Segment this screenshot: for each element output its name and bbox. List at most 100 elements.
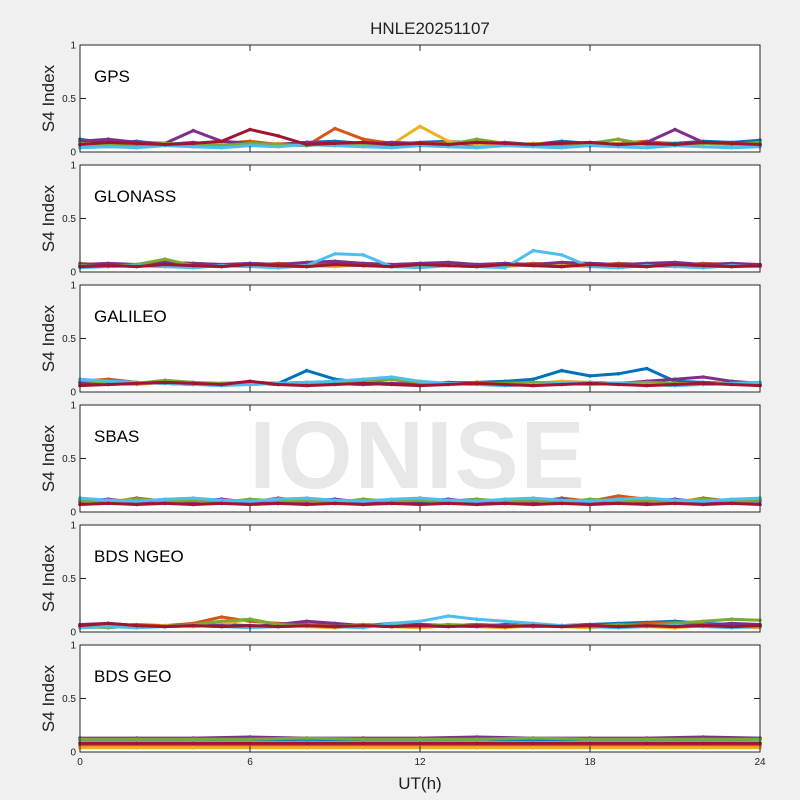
data-point	[673, 127, 677, 132]
data-point	[701, 745, 706, 750]
plot-area	[80, 525, 760, 632]
data-point	[644, 264, 649, 269]
panel: 0 0.5 1 BDS GEO S4 Index	[39, 641, 762, 759]
data-point	[474, 502, 479, 507]
data-point	[446, 142, 451, 147]
data-point	[503, 624, 507, 629]
data-point	[644, 366, 649, 371]
data-point	[361, 377, 366, 382]
data-point	[219, 501, 224, 506]
data-point	[644, 502, 649, 507]
data-point	[106, 144, 111, 149]
data-point	[304, 380, 309, 385]
data-point	[276, 497, 281, 502]
data-point	[616, 382, 621, 387]
data-point	[644, 141, 649, 146]
plot-area	[80, 165, 760, 272]
data-point	[559, 498, 564, 503]
data-point	[106, 501, 111, 506]
data-point	[134, 737, 139, 741]
data-point	[248, 379, 252, 384]
data-point	[531, 496, 536, 500]
data-point	[474, 145, 479, 150]
data-point	[503, 265, 507, 270]
plot-area	[80, 405, 760, 512]
data-point	[418, 141, 422, 146]
y-tick-label: 1	[70, 281, 76, 292]
panel: 0 0.5 1 BDS NGEO S4 Index	[39, 521, 762, 639]
data-point	[446, 498, 451, 503]
x-tick-label: 12	[414, 757, 426, 768]
data-point	[474, 499, 479, 504]
y-tick-label: 1	[70, 41, 76, 52]
data-point	[418, 262, 422, 267]
data-point	[616, 494, 621, 498]
data-point	[333, 382, 337, 387]
data-point	[588, 140, 592, 145]
data-point	[191, 141, 196, 146]
data-point	[474, 137, 479, 141]
data-point	[418, 619, 422, 624]
data-point	[304, 502, 309, 507]
data-point	[729, 617, 734, 621]
data-point	[106, 621, 111, 626]
data-point	[163, 624, 167, 629]
data-point	[418, 737, 422, 741]
panel: 0 0.5 1 SBAS S4 Index	[39, 401, 762, 519]
data-point	[219, 264, 224, 269]
data-point	[503, 262, 507, 267]
data-point	[701, 502, 706, 507]
panel-label: BDS GEO	[94, 667, 171, 686]
data-point	[474, 264, 479, 269]
data-point	[503, 497, 507, 502]
data-point	[559, 260, 564, 265]
data-point	[304, 383, 309, 388]
data-point	[644, 383, 649, 388]
data-point	[219, 619, 224, 624]
plot-area	[80, 45, 760, 152]
data-point	[163, 380, 167, 385]
data-point	[616, 501, 621, 506]
data-point	[701, 741, 706, 746]
data-point	[333, 262, 337, 267]
data-point	[361, 745, 366, 750]
data-point	[531, 745, 536, 750]
data-point	[106, 263, 111, 268]
y-tick-label: 0.5	[62, 694, 76, 705]
data-point	[134, 741, 139, 746]
data-point	[191, 144, 196, 149]
data-point	[418, 496, 422, 500]
data-point	[729, 624, 734, 629]
data-point	[304, 745, 309, 750]
y-tick-label: 0.5	[62, 214, 76, 225]
data-point	[701, 499, 706, 504]
data-point	[389, 497, 394, 502]
data-point	[474, 140, 479, 145]
data-point	[304, 741, 309, 746]
data-point	[333, 379, 337, 384]
panel-label: BDS NGEO	[94, 547, 184, 566]
data-point	[304, 264, 309, 269]
data-point	[361, 253, 366, 257]
data-point	[248, 499, 252, 504]
data-point	[163, 142, 167, 147]
data-point	[106, 382, 111, 387]
y-tick-label: 0	[70, 628, 76, 639]
x-tick-label: 0	[77, 757, 83, 768]
data-point	[276, 382, 281, 387]
data-point	[304, 496, 309, 500]
data-point	[134, 145, 139, 150]
data-point	[163, 501, 167, 506]
data-point	[389, 142, 394, 147]
data-point	[333, 624, 337, 629]
data-point	[191, 623, 196, 628]
data-point	[106, 140, 111, 145]
data-point	[106, 498, 111, 503]
y-tick-label: 1	[70, 521, 76, 532]
data-point	[616, 142, 621, 147]
data-point	[644, 623, 649, 628]
data-point	[418, 383, 422, 388]
data-point	[474, 741, 479, 746]
data-point	[531, 263, 536, 268]
data-point	[446, 260, 451, 265]
